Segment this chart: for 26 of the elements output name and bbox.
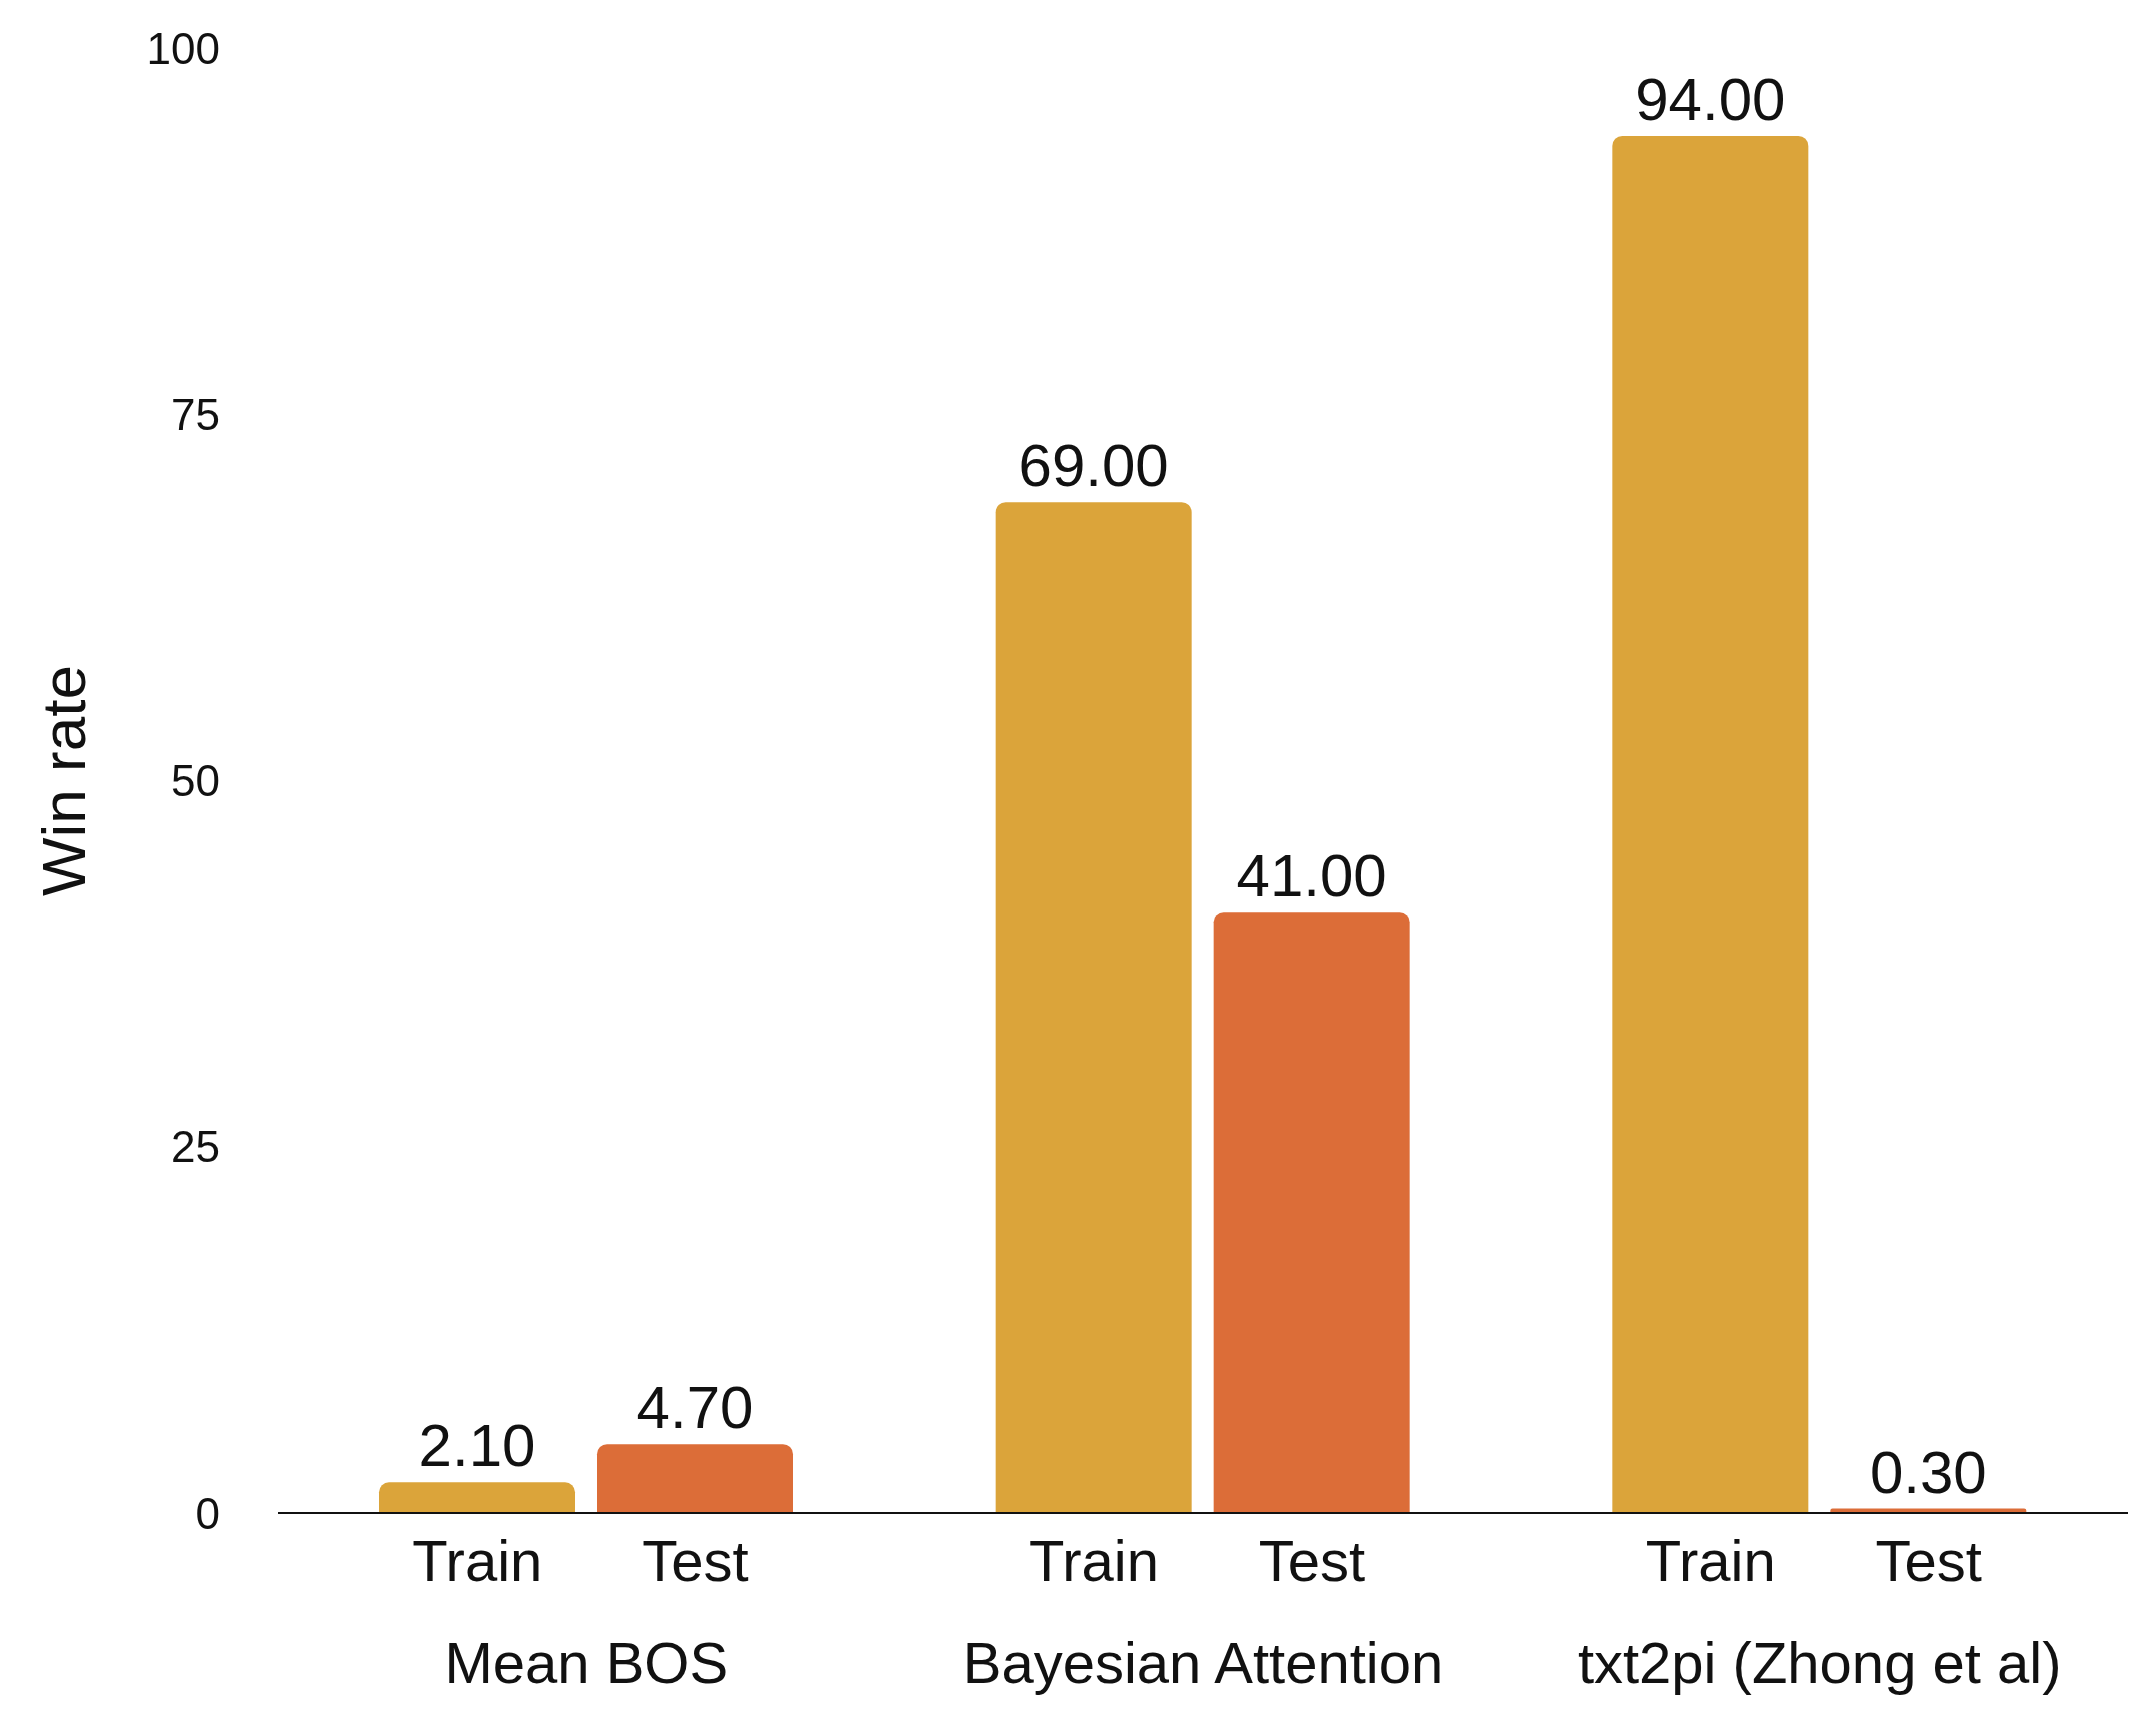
text: Test — [1258, 1528, 1366, 1593]
data-label: 94.00 — [1635, 65, 1786, 133]
data-label: 41.00 — [1236, 842, 1387, 910]
y-tick-label: 0 — [195, 1488, 220, 1538]
bar — [1612, 135, 1809, 1513]
data-label: 2.10 — [418, 1412, 536, 1480]
x-tick-label: Bayesian Attention — [962, 1630, 1444, 1695]
data-label: 69.00 — [1018, 432, 1169, 500]
bar — [995, 502, 1192, 1513]
y-tick-label: 100 — [146, 23, 220, 73]
data-label: 4.70 — [636, 1374, 754, 1442]
data-label: 0.30 — [1869, 1438, 1987, 1506]
text: Test — [1875, 1528, 1982, 1593]
bar — [597, 1444, 793, 1513]
x-tick-label: Mean BOS — [444, 1630, 729, 1695]
series-label: Train — [412, 1528, 543, 1593]
bar — [379, 1482, 575, 1513]
text: Train — [1645, 1528, 1776, 1593]
y-tick-label: 75 — [171, 389, 220, 439]
y-tick-label: 25 — [171, 1122, 220, 1172]
series-label: Test — [642, 1528, 749, 1593]
y-tick-label: 50 — [171, 756, 220, 806]
y-axis-title: Win rate — [29, 665, 99, 896]
x-tick-label: txt2pi (Zhong et al) — [1577, 1630, 2062, 1695]
text: Train — [1029, 1528, 1159, 1593]
bar — [1213, 912, 1410, 1513]
